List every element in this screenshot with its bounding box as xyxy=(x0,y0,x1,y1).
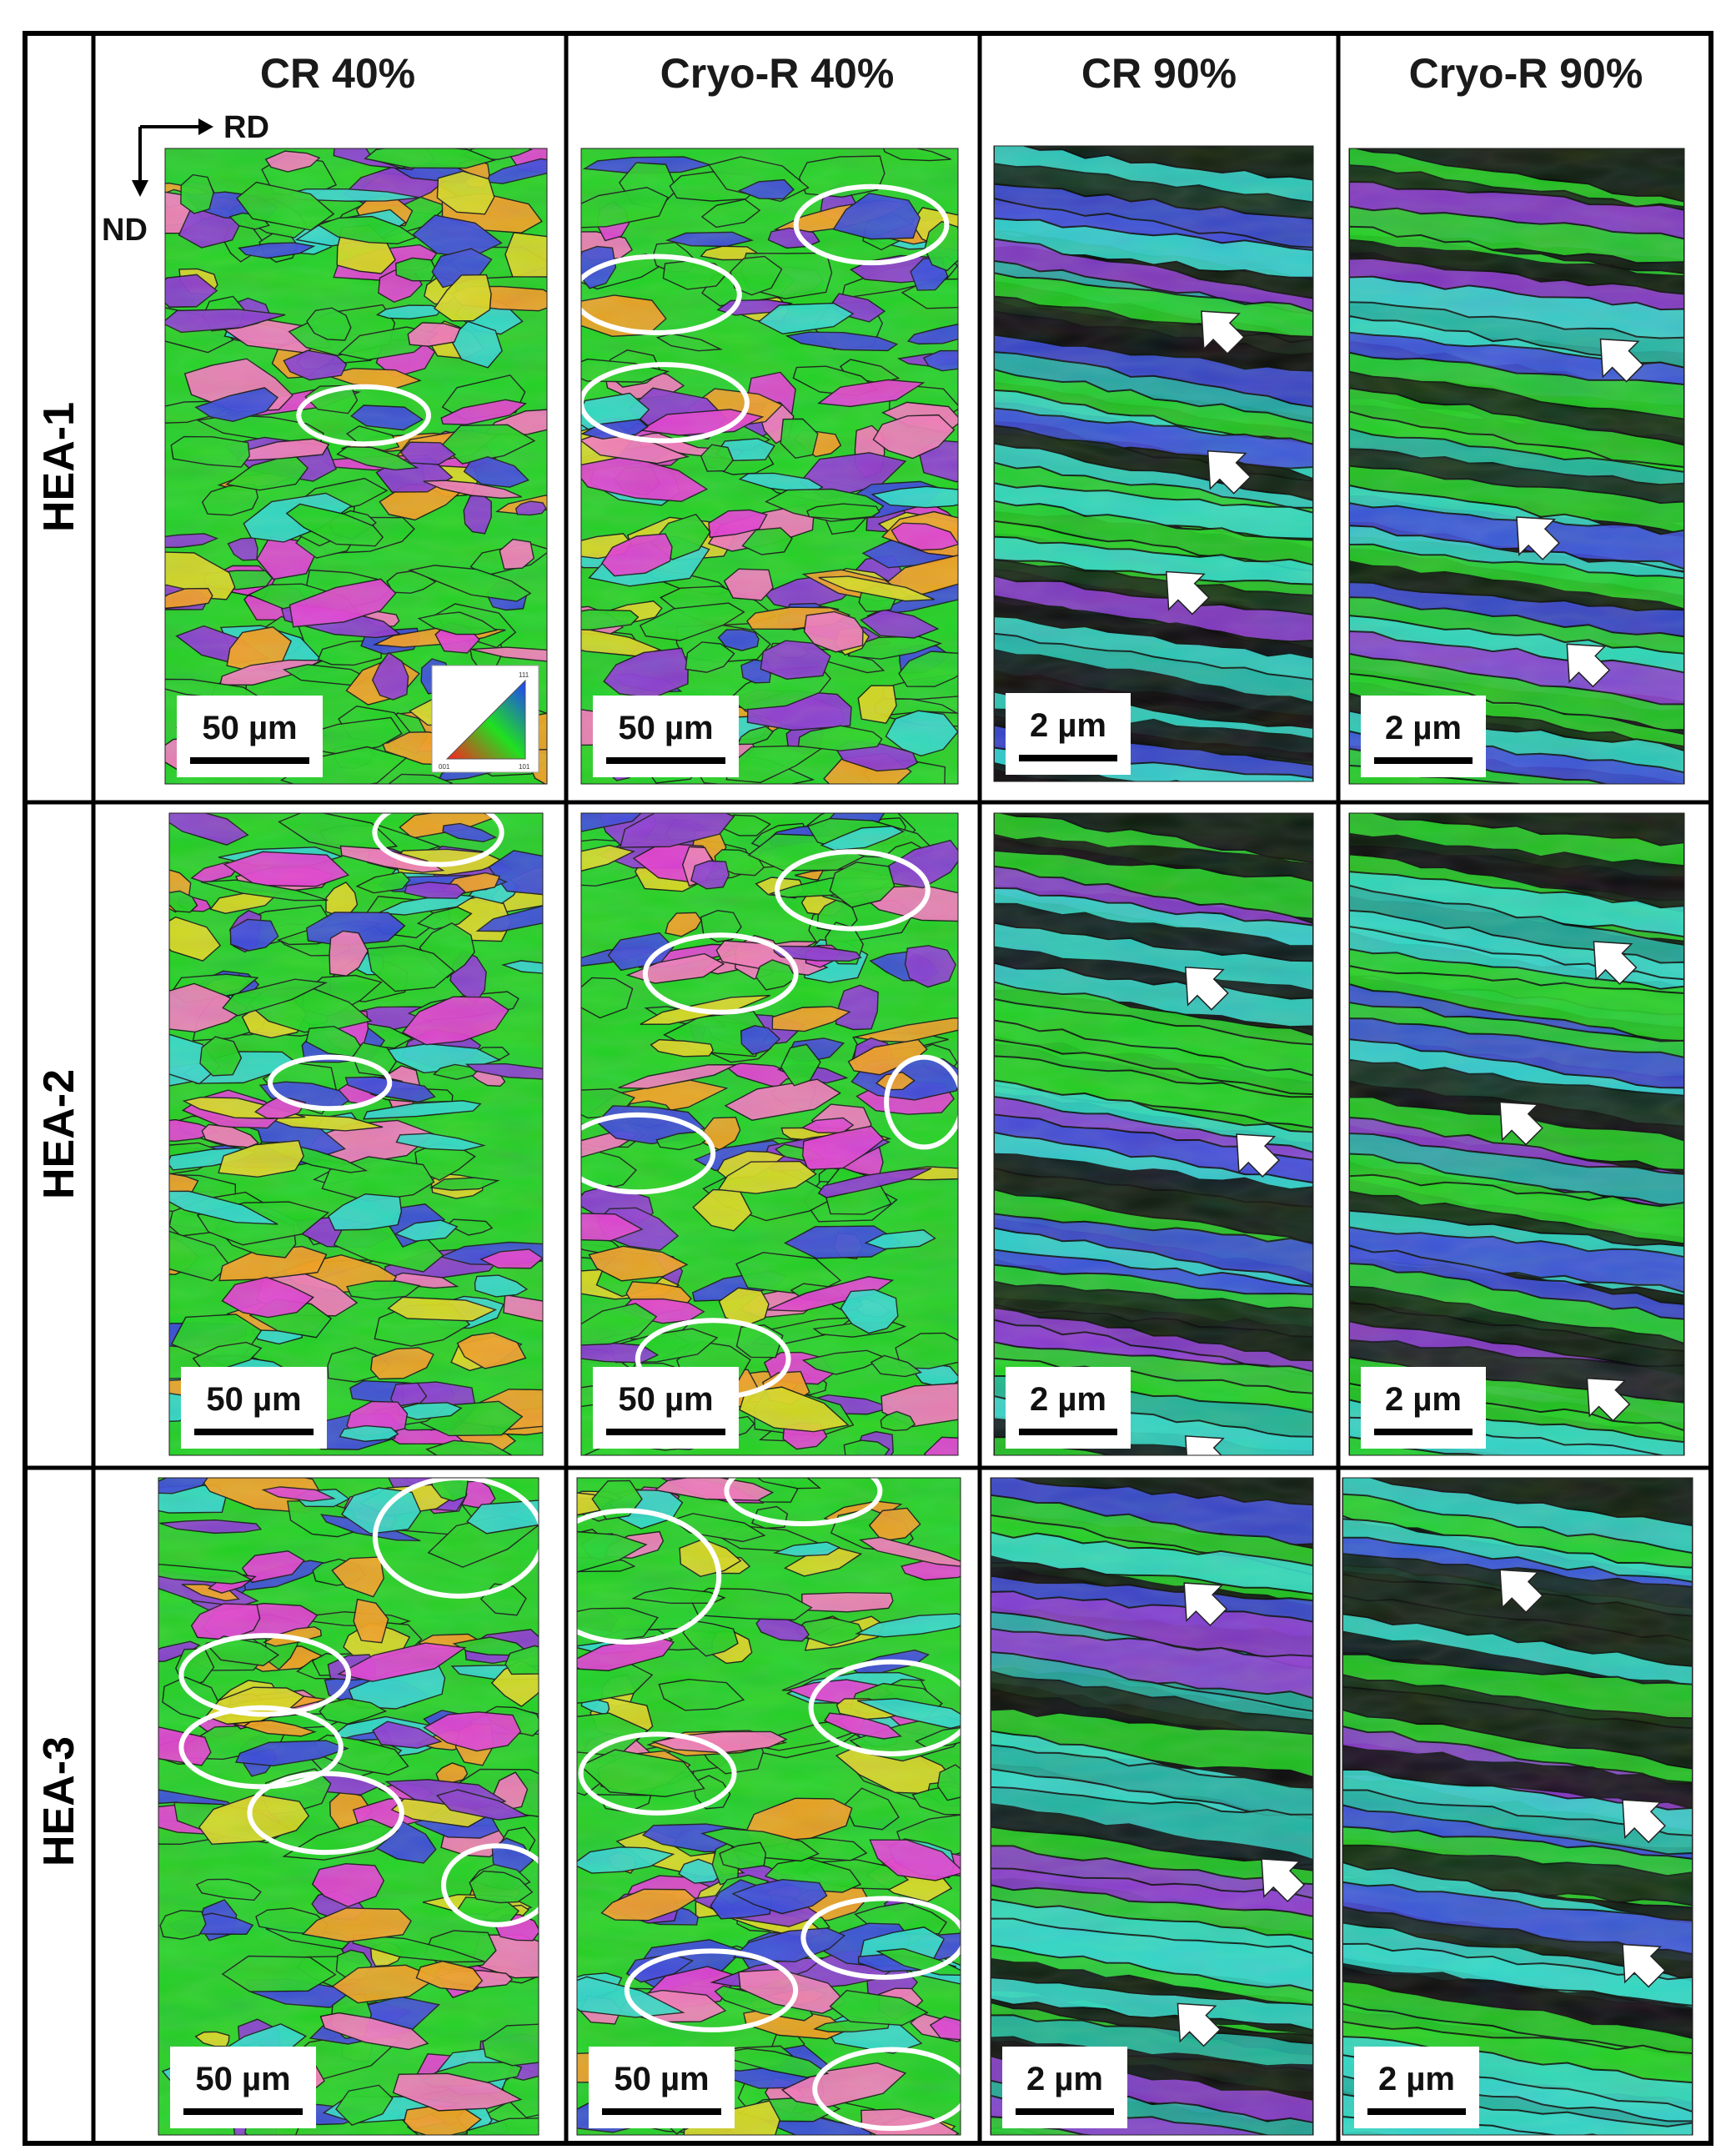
arrow-icon xyxy=(1599,338,1644,383)
scale-bar: 50 µm xyxy=(593,1367,739,1449)
row-labels: HEA-1 HEA-2 HEA-3 xyxy=(35,402,83,1866)
scale-bar: 2 µm xyxy=(1361,1367,1486,1449)
arrow-icon xyxy=(1261,1858,1306,1903)
arrow-icon xyxy=(1207,450,1252,495)
highlight-ellipse xyxy=(296,384,432,447)
highlight-ellipse xyxy=(178,1633,351,1717)
scale-bar: 2 µm xyxy=(1002,2047,1127,2128)
ebsd-map-r3-c3: 2 µm xyxy=(990,1477,1314,2136)
highlight-ellipse xyxy=(581,1112,716,1195)
scale-bar-label: 2 µm xyxy=(1030,1381,1106,1418)
highlight-ellipse xyxy=(812,2047,961,2132)
scale-bar: 2 µm xyxy=(1361,696,1486,777)
arrow-icon xyxy=(1593,941,1638,985)
ebsd-map-r1-c3: 2 µm xyxy=(993,145,1314,782)
scale-bar-label: 50 µm xyxy=(206,1381,301,1418)
highlight-ellipse xyxy=(775,849,931,932)
header-cryor40: Cryo-R 40% xyxy=(660,50,895,97)
highlight-ellipse xyxy=(724,1478,883,1527)
axis-nd-label: ND xyxy=(102,213,148,248)
highlight-ellipse xyxy=(581,362,750,444)
scale-bar-label: 50 µm xyxy=(618,710,713,746)
arrow-icon xyxy=(1566,643,1611,688)
row-label-hea3: HEA-3 xyxy=(35,1736,83,1866)
arrow-icon xyxy=(1236,1133,1281,1178)
arrow-icon xyxy=(1184,1435,1229,1455)
ebsd-map-r2-c1: 50 µm xyxy=(168,812,544,1456)
highlight-ellipse xyxy=(884,1054,958,1150)
scale-bar-label: 2 µm xyxy=(1378,2061,1455,2097)
arrow-icon xyxy=(1177,2002,1222,2047)
arrow-icon xyxy=(1184,966,1229,1011)
scale-bar: 2 µm xyxy=(1354,2047,1479,2128)
row-label-hea1: HEA-1 xyxy=(35,402,83,532)
ebsd-map-r2-c3: 2 µm xyxy=(993,812,1314,1456)
scale-bar: 50 µm xyxy=(170,2047,316,2128)
scale-bar-label: 50 µm xyxy=(195,2061,290,2097)
ebsd-map-r1-c1: 50 µm 111 001 101 xyxy=(164,148,548,785)
column-headers: CR 40% Cryo-R 40% CR 90% Cryo-R 90% xyxy=(260,50,1643,97)
ebsd-map-r3-c1: 50 µm xyxy=(158,1477,539,2136)
highlight-ellipse xyxy=(178,1705,344,1790)
ebsd-map-r1-c4: 2 µm xyxy=(1348,148,1685,785)
arrow-icon xyxy=(1499,1101,1543,1146)
highlight-ellipse xyxy=(578,1731,737,1816)
ebsd-map-r2-c2: 50 µm xyxy=(580,812,959,1456)
scale-bar-label: 2 µm xyxy=(1026,2061,1103,2097)
arrow-icon xyxy=(1622,1943,1666,1988)
header-cr90: CR 90% xyxy=(1081,50,1237,97)
highlight-ellipse xyxy=(800,1896,961,1980)
header-cr40: CR 40% xyxy=(260,50,415,97)
scale-bar-label: 50 µm xyxy=(618,1381,713,1418)
scale-bar-label: 2 µm xyxy=(1030,707,1106,744)
highlight-ellipse xyxy=(793,183,950,266)
highlight-ellipse xyxy=(808,1659,961,1756)
highlight-ellipse xyxy=(441,1843,539,1927)
highlight-ellipse xyxy=(372,813,504,867)
ipf-legend: 111 001 101 xyxy=(431,665,539,773)
highlight-ellipse xyxy=(247,1771,404,1856)
highlight-ellipse xyxy=(624,1948,799,2032)
ipf-label-101: 101 xyxy=(519,763,530,771)
ebsd-map-r1-c2: 50 µm xyxy=(580,148,959,785)
row-label-hea2: HEA-2 xyxy=(35,1069,83,1199)
axis-rd-label: RD xyxy=(223,110,269,145)
arrow-icon xyxy=(1516,516,1560,560)
arrow-icon xyxy=(1183,1582,1228,1627)
highlight-ellipse xyxy=(372,1478,539,1599)
arrow-icon xyxy=(1166,570,1210,615)
ipf-label-001: 001 xyxy=(439,763,450,771)
scale-bar-label: 2 µm xyxy=(1385,1381,1462,1418)
table-frame xyxy=(23,31,1713,2146)
scale-bar: 2 µm xyxy=(1006,1367,1131,1449)
highlight-ellipse xyxy=(581,254,742,335)
highlight-ellipse xyxy=(642,932,799,1015)
axis-indicator: RD ND xyxy=(102,110,269,248)
arrow-icon xyxy=(1201,310,1245,355)
header-cryor90: Cryo-R 90% xyxy=(1409,50,1643,97)
arrow-icon xyxy=(1622,1799,1666,1844)
scale-bar-label: 50 µm xyxy=(202,710,297,746)
ebsd-map-r3-c4: 2 µm xyxy=(1342,1477,1693,2136)
scale-bar: 50 µm xyxy=(589,2047,735,2128)
ebsd-map-r3-c2: 50 µm xyxy=(576,1477,961,2136)
ipf-label-111: 111 xyxy=(519,671,529,679)
scale-bar: 50 µm xyxy=(593,696,739,777)
highlight-ellipse xyxy=(267,1054,393,1112)
scale-bar: 50 µm xyxy=(177,696,323,777)
ebsd-map-r2-c4: 2 µm xyxy=(1348,812,1685,1456)
scale-bar-label: 50 µm xyxy=(614,2061,709,2097)
arrow-icon xyxy=(1586,1377,1631,1422)
arrow-icon xyxy=(1499,1569,1543,1614)
ebsd-panels: 50 µm 111 001 101 50 µm 2 µm 2 µm 50 µm 50 µm 2 µ… xyxy=(158,145,1693,2136)
scale-bar: 2 µm xyxy=(1006,693,1131,775)
highlight-ellipse xyxy=(577,1508,722,1645)
scale-bar: 50 µm xyxy=(181,1367,327,1449)
scale-bar-label: 2 µm xyxy=(1385,710,1462,746)
